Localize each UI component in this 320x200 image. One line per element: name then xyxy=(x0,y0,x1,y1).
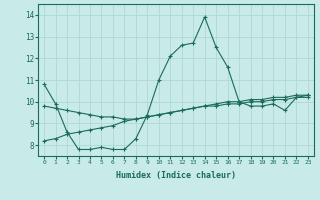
X-axis label: Humidex (Indice chaleur): Humidex (Indice chaleur) xyxy=(116,171,236,180)
